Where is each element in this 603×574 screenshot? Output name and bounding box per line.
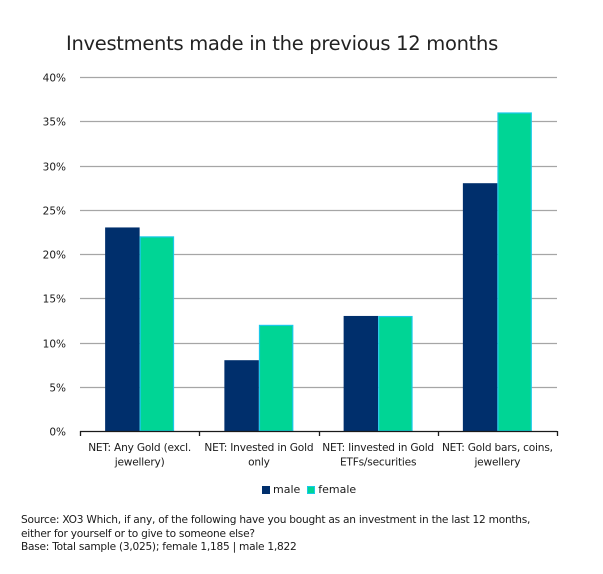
legend-item-female: female bbox=[307, 483, 356, 496]
x-category-label: NET: Gold bars, coins, bbox=[442, 442, 553, 454]
x-category-label: only bbox=[248, 457, 270, 469]
x-category-label: jewellery bbox=[473, 457, 520, 469]
x-category-label: NET: Iinvested in Gold bbox=[322, 442, 434, 454]
legend-label-female: female bbox=[318, 483, 357, 496]
y-tick-label: 10% bbox=[43, 339, 66, 351]
x-category-label: jewellery) bbox=[114, 457, 165, 469]
legend-swatch-female bbox=[307, 485, 316, 494]
chart-title: Investments made in the previous 12 mont… bbox=[66, 32, 498, 55]
legend: male female bbox=[262, 483, 363, 496]
source-line-1: Source: XO3 Which, if any, of the follow… bbox=[21, 514, 531, 526]
y-axis-tick-labels: 0% 5% 10% 15% 20% 25% 30% 35% 40% bbox=[43, 73, 66, 439]
bar-male bbox=[343, 315, 379, 431]
bar-female bbox=[258, 324, 294, 432]
x-category-label: ETFs/securities bbox=[340, 457, 416, 469]
bar-female bbox=[497, 112, 532, 432]
bar-female bbox=[378, 315, 413, 432]
y-tick-label: 40% bbox=[43, 73, 66, 85]
x-axis bbox=[79, 430, 559, 436]
y-tick-label: 20% bbox=[43, 250, 66, 262]
y-tick-label: 30% bbox=[43, 162, 66, 174]
source-line-2: either for yourself or to give to someon… bbox=[21, 527, 255, 540]
base-line: Base: Total sample (3,025); female 1,185… bbox=[21, 541, 297, 553]
bar-male bbox=[224, 360, 259, 431]
y-tick-label: 0% bbox=[49, 427, 66, 439]
legend-label-male: male bbox=[273, 483, 301, 496]
source-note: Source: XO3 Which, if any, of the follow… bbox=[21, 514, 596, 555]
bars bbox=[105, 112, 532, 432]
x-category-label: NET: Invested in Gold bbox=[204, 442, 313, 454]
bar-male bbox=[462, 183, 498, 431]
x-category-label: NET: Any Gold (excl. bbox=[88, 442, 191, 454]
y-tick-label: 25% bbox=[43, 206, 66, 218]
legend-swatch-male bbox=[262, 485, 270, 494]
x-axis-category-labels: NET: Any Gold (excl. jewellery) NET: Inves… bbox=[88, 442, 553, 469]
legend-item-male: male bbox=[262, 483, 300, 496]
bar-female bbox=[139, 236, 175, 432]
y-tick-label: 5% bbox=[49, 383, 66, 395]
y-tick-label: 35% bbox=[43, 117, 66, 129]
y-tick-label: 15% bbox=[43, 294, 66, 306]
bar-male bbox=[105, 227, 140, 431]
